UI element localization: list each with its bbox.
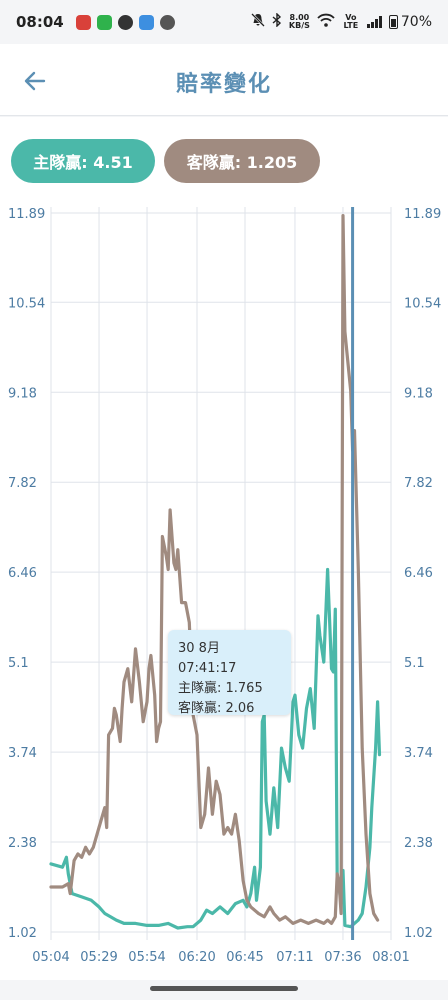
net-speed: 8.00 KB/S	[289, 14, 310, 30]
y-tick-label-right: 6.46	[404, 566, 433, 581]
arrow-left-icon	[24, 71, 46, 91]
main-content: 主隊贏: 4.51 客隊贏: 1.205 11.89 11.89 10.54 10.5…	[0, 117, 448, 980]
y-tick-label-right: 5.1	[404, 656, 425, 671]
message-app-icon	[96, 14, 112, 30]
bluetooth-icon	[272, 12, 282, 31]
volte-label: Vo LTE	[343, 13, 359, 30]
y-tick-label-left: 5.1	[8, 656, 29, 671]
x-tick-label: 06:20	[178, 950, 215, 965]
y-tick-label-left: 2.38	[8, 836, 37, 851]
x-tick-label: 05:04	[32, 950, 69, 965]
x-tick-label: 07:36	[324, 950, 361, 965]
app-bar: 賠率變化	[0, 44, 448, 116]
calendar-app-icon	[75, 14, 91, 30]
y-tick-label-left: 3.74	[8, 746, 37, 761]
y-tick-label-left: 10.54	[8, 296, 45, 311]
x-tick-label: 06:45	[226, 950, 263, 965]
tooltip-home: 主隊贏: 1.765	[178, 681, 263, 696]
incognito-icon	[159, 14, 175, 30]
y-tick-label-left: 7.82	[8, 476, 37, 491]
net-speed-value: 8.00	[289, 13, 310, 22]
y-tick-label-left: 1.02	[8, 926, 37, 941]
status-app-icons	[75, 14, 175, 30]
muted-bell-icon	[251, 13, 265, 31]
home-odds-toggle[interactable]: 主隊贏: 4.51	[11, 139, 155, 183]
y-tick-label-right: 9.18	[404, 386, 433, 401]
signal-icon	[366, 16, 382, 28]
tooltip-away: 客隊贏: 2.06	[178, 701, 255, 716]
net-speed-unit: KB/S	[288, 21, 310, 30]
y-tick-label-left: 9.18	[8, 386, 37, 401]
y-tick-label-right: 3.74	[404, 746, 433, 761]
x-tick-label: 08:01	[372, 950, 409, 965]
y-tick-label-left: 6.46	[8, 566, 37, 581]
x-tick-label: 05:29	[80, 950, 117, 965]
away-odds-toggle[interactable]: 客隊贏: 1.205	[164, 139, 320, 183]
y-tick-label-right: 2.38	[404, 836, 433, 851]
home-indicator[interactable]	[150, 986, 298, 991]
status-bar: 08:04 8.00 KB/S Vo LTE 70%	[0, 0, 448, 44]
y-tick-label-right: 7.82	[404, 476, 433, 491]
tooltip-time: 30 8月 07:41:17	[178, 641, 237, 676]
weather-app-icon	[138, 14, 154, 30]
line-app-icon	[117, 14, 133, 30]
battery-icon	[388, 15, 398, 29]
series-line-home	[49, 567, 382, 930]
chart-tooltip: 30 8月 07:41:17 主隊贏: 1.765 客隊贏: 2.06	[168, 630, 291, 716]
battery-indicator: 70%	[388, 14, 432, 30]
y-tick-label-left: 11.89	[8, 207, 45, 222]
x-tick-label: 07:11	[276, 950, 313, 965]
y-tick-label-right: 1.02	[404, 926, 433, 941]
y-tick-label-right: 10.54	[404, 296, 441, 311]
y-tick-label-right: 11.89	[404, 207, 441, 222]
series-line-away	[49, 214, 380, 925]
status-right: 8.00 KB/S Vo LTE 70%	[251, 12, 432, 31]
back-button[interactable]	[18, 64, 52, 98]
system-nav-bar	[0, 980, 448, 1000]
page-title: 賠率變化	[175, 72, 272, 97]
odds-chart[interactable]: 11.89 11.89 10.54 10.54 9.18 9.18 7.82 7.82 6.46…	[0, 117, 448, 980]
status-time: 08:04	[16, 13, 64, 31]
wifi-icon	[317, 13, 335, 31]
battery-percent: 70%	[400, 14, 432, 30]
x-tick-label: 05:54	[128, 950, 165, 965]
